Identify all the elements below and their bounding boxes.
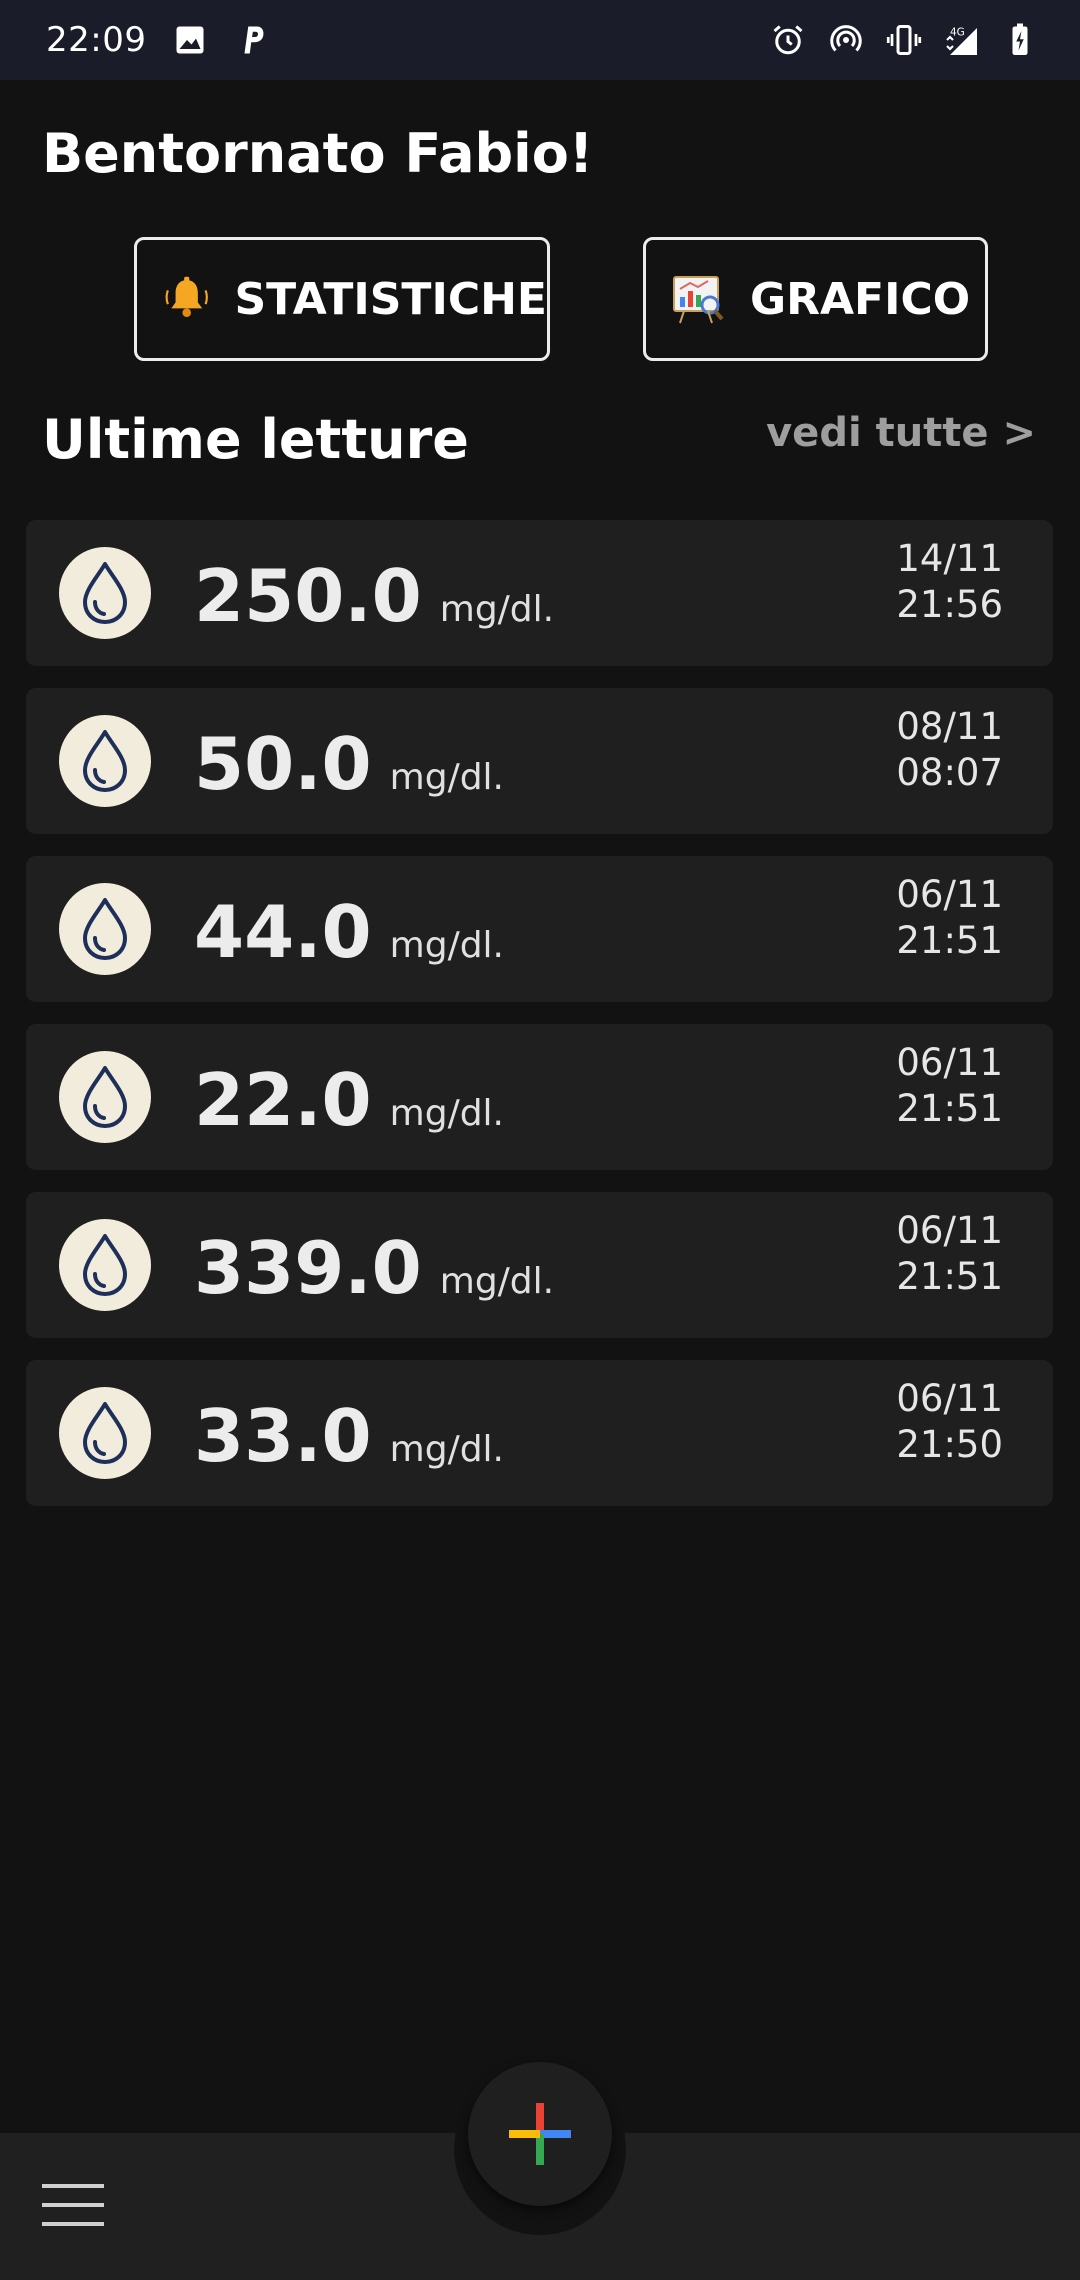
- reading-value: 339.0: [194, 1226, 422, 1310]
- readings-list: 250.0 mg/dl. 14/11 21:56 50.0 mg/dl. 08/…: [26, 520, 1053, 1528]
- reading-datetime: 06/11 21:51: [896, 1040, 1003, 1132]
- reading-datetime: 06/11 21:51: [896, 1208, 1003, 1300]
- reading-datetime: 06/11 21:50: [896, 1376, 1003, 1468]
- add-reading-button[interactable]: [468, 2062, 612, 2206]
- reading-card[interactable]: 250.0 mg/dl. 14/11 21:56: [26, 520, 1053, 666]
- reading-unit: mg/dl.: [389, 1429, 505, 1470]
- reading-datetime: 14/11 21:56: [896, 536, 1003, 628]
- reading-card[interactable]: 50.0 mg/dl. 08/11 08:07: [26, 688, 1053, 834]
- reading-value-group: 22.0 mg/dl.: [194, 1058, 504, 1142]
- status-time: 22:09: [46, 20, 147, 60]
- blood-drop-icon: [59, 1387, 151, 1479]
- reading-value-group: 339.0 mg/dl.: [194, 1226, 554, 1310]
- reading-value: 50.0: [194, 722, 372, 806]
- statistics-button[interactable]: STATISTICHE: [134, 237, 550, 361]
- recent-readings-title: Ultime letture: [42, 408, 469, 471]
- reading-time: 21:51: [896, 919, 1003, 962]
- parking-app-icon: [244, 26, 264, 54]
- blood-drop-icon: [59, 1051, 151, 1143]
- reading-card[interactable]: 33.0 mg/dl. 06/11 21:50: [26, 1360, 1053, 1506]
- reading-value: 22.0: [194, 1058, 372, 1142]
- reading-card[interactable]: 44.0 mg/dl. 06/11 21:51: [26, 856, 1053, 1002]
- reading-unit: mg/dl.: [439, 589, 555, 630]
- reading-time: 21:51: [896, 1087, 1003, 1130]
- reading-datetime: 06/11 21:51: [896, 872, 1003, 964]
- reading-unit: mg/dl.: [439, 1261, 555, 1302]
- alarm-icon: [773, 25, 803, 55]
- reading-value: 33.0: [194, 1394, 372, 1478]
- reading-date: 08/11: [896, 705, 1003, 748]
- chart-button-label: GRAFICO: [750, 273, 971, 325]
- vibrate-icon: [886, 25, 922, 55]
- reading-value: 250.0: [194, 554, 422, 638]
- reading-date: 06/11: [896, 1209, 1003, 1252]
- svg-text:4G: 4G: [950, 27, 965, 39]
- reading-time: 08:07: [896, 751, 1003, 794]
- chart-board-icon: [673, 276, 724, 324]
- image-icon: [176, 26, 204, 54]
- greeting-title: Bentornato Fabio!: [42, 122, 594, 185]
- reading-unit: mg/dl.: [389, 925, 505, 966]
- status-bar: 22:09 4G: [0, 0, 1080, 80]
- reading-time: 21:50: [896, 1423, 1003, 1466]
- signal-4g-icon: 4G: [946, 27, 977, 55]
- reading-unit: mg/dl.: [389, 757, 505, 798]
- reading-date: 06/11: [896, 1041, 1003, 1084]
- blood-drop-icon: [59, 715, 151, 807]
- reading-value-group: 250.0 mg/dl.: [194, 554, 554, 638]
- reading-value-group: 50.0 mg/dl.: [194, 722, 504, 806]
- reading-date: 06/11: [896, 1377, 1003, 1420]
- reading-card[interactable]: 339.0 mg/dl. 06/11 21:51: [26, 1192, 1053, 1338]
- reading-time: 21:51: [896, 1255, 1003, 1298]
- reading-date: 14/11: [896, 537, 1003, 580]
- reading-value: 44.0: [194, 890, 372, 974]
- reading-datetime: 08/11 08:07: [896, 704, 1003, 796]
- plus-icon: [509, 2103, 571, 2165]
- chart-button[interactable]: GRAFICO: [643, 237, 988, 361]
- battery-charging-icon: [1012, 23, 1028, 55]
- reading-time: 21:56: [896, 583, 1003, 626]
- blood-drop-icon: [59, 883, 151, 975]
- bell-icon: [165, 276, 208, 318]
- statistics-button-label: STATISTICHE: [234, 273, 547, 325]
- blood-drop-icon: [59, 547, 151, 639]
- hotspot-icon: [830, 25, 862, 52]
- reading-value-group: 33.0 mg/dl.: [194, 1394, 504, 1478]
- see-all-link[interactable]: vedi tutte >: [766, 410, 1036, 456]
- reading-card[interactable]: 22.0 mg/dl. 06/11 21:51: [26, 1024, 1053, 1170]
- reading-date: 06/11: [896, 873, 1003, 916]
- reading-value-group: 44.0 mg/dl.: [194, 890, 504, 974]
- blood-drop-icon: [59, 1219, 151, 1311]
- reading-unit: mg/dl.: [389, 1093, 505, 1134]
- hamburger-menu-icon[interactable]: [40, 2180, 106, 2230]
